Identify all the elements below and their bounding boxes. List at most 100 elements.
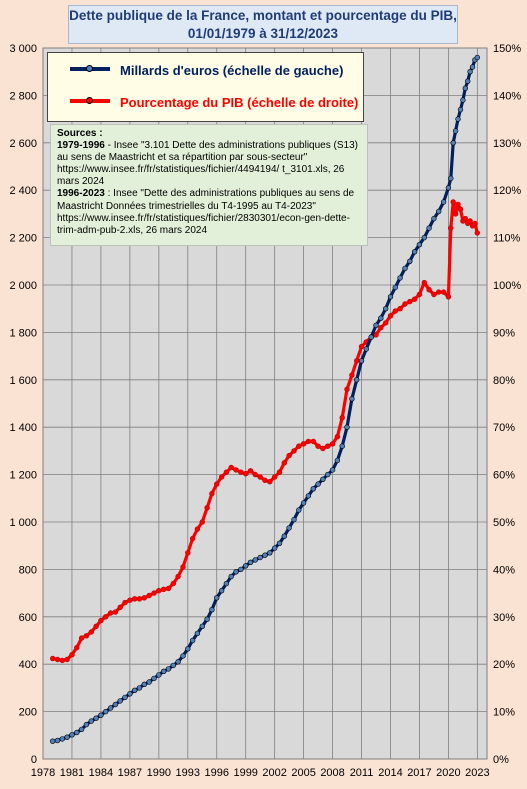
- legend-marker-pct: [86, 97, 93, 104]
- debt-point: [383, 306, 389, 312]
- x-tick-label: 2014: [378, 767, 402, 779]
- debt-point: [455, 116, 461, 122]
- debt-point: [421, 234, 427, 241]
- debt-point: [363, 346, 369, 352]
- pct-point: [243, 471, 249, 477]
- series-pct: [49, 199, 480, 664]
- x-tick-label: 1993: [176, 767, 200, 779]
- debt-point: [93, 715, 99, 721]
- sources-box: Sources : 1979-1996 - Insee "3.101 Dette…: [50, 124, 368, 246]
- debt-point: [310, 486, 316, 492]
- left-tick-label: 2 000: [9, 280, 37, 292]
- pct-point: [378, 325, 384, 331]
- series-debt: [49, 54, 480, 744]
- left-tick-label: 1 200: [9, 470, 37, 482]
- x-tick-label: 1987: [118, 767, 142, 779]
- debt-point: [156, 672, 162, 678]
- debt-point: [262, 552, 268, 558]
- pct-point: [204, 505, 210, 511]
- debt-point: [411, 249, 418, 255]
- source-2: 1996-2023 : Insee "Dette des administrat…: [57, 188, 361, 236]
- right-tick-label: 80%: [493, 375, 515, 387]
- pct-point: [310, 438, 316, 445]
- pct-point: [392, 308, 398, 314]
- pct-point: [387, 313, 394, 319]
- source-1-text: - Insee "3.101 Dette des administrations…: [57, 140, 358, 188]
- debt-point: [170, 662, 177, 669]
- pct-point: [286, 452, 292, 459]
- debt-point: [440, 199, 447, 205]
- pct-point: [339, 415, 345, 421]
- debt-point: [59, 736, 65, 742]
- pct-point: [74, 644, 80, 651]
- debt-point: [78, 726, 85, 733]
- pct-point: [165, 585, 172, 592]
- pct-point: [445, 294, 452, 300]
- x-tick-label: 1984: [89, 767, 113, 779]
- pct-point: [209, 490, 215, 497]
- debt-point: [448, 175, 454, 182]
- pct-point: [175, 573, 181, 580]
- right-axis-ticks: 0% 10% 20% 30% 40% 50% 60% 70% 80% 90% 100% 110% 120…: [493, 43, 521, 766]
- debt-point: [462, 85, 468, 92]
- pct-point: [238, 469, 244, 475]
- right-tick-label: 70%: [493, 422, 515, 434]
- debt-point: [416, 242, 423, 248]
- pct-point: [141, 595, 148, 601]
- pct-point: [325, 443, 331, 449]
- source-1-years: 1979-1996: [57, 140, 105, 152]
- debt-point: [209, 606, 215, 613]
- pct-point: [440, 289, 447, 295]
- debt-point: [141, 681, 148, 687]
- pct-point: [407, 298, 413, 305]
- debt-point: [465, 78, 471, 84]
- debt-point: [315, 481, 321, 487]
- debt-point: [469, 64, 476, 70]
- pct-point: [98, 617, 104, 624]
- left-tick-label: 200: [19, 707, 37, 719]
- debt-point: [296, 507, 302, 513]
- right-tick-label: 20%: [493, 659, 515, 671]
- pct-point: [296, 443, 302, 449]
- pct-point: [416, 291, 423, 298]
- left-tick-label: 3 000: [9, 43, 37, 55]
- debt-point: [272, 545, 278, 551]
- pct-point: [102, 614, 109, 620]
- pct-point: [305, 438, 312, 445]
- x-tick-label: 1999: [233, 767, 257, 779]
- debt-point: [267, 550, 273, 556]
- pct-point: [59, 657, 65, 664]
- debt-point: [300, 500, 307, 506]
- series-layer: [49, 54, 480, 744]
- debt-point: [467, 68, 473, 75]
- pct-point: [228, 464, 234, 471]
- debt-point: [228, 573, 234, 580]
- right-tick-label: 100%: [493, 280, 521, 292]
- pct-point: [397, 306, 403, 312]
- debt-point: [146, 679, 152, 685]
- debt-point: [392, 284, 398, 291]
- right-tick-label: 110%: [493, 233, 521, 245]
- legend: Millards d'euros (échelle de gauche) Pou…: [47, 52, 364, 122]
- pct-point: [69, 651, 75, 658]
- left-tick-label: 800: [19, 564, 37, 576]
- debt-point: [286, 525, 292, 531]
- debt-point: [107, 705, 114, 711]
- x-tick-label: 2023: [465, 767, 489, 779]
- left-tick-label: 600: [19, 612, 37, 624]
- pct-point: [49, 655, 56, 662]
- debt-point: [291, 516, 297, 523]
- left-tick-label: 1 800: [9, 327, 37, 339]
- right-tick-label: 90%: [493, 327, 515, 339]
- x-tick-label: 2017: [407, 767, 431, 779]
- pct-point: [462, 215, 468, 222]
- left-tick-label: 400: [19, 659, 37, 671]
- debt-point: [88, 718, 95, 724]
- title-line-1: Dette publique de la France, montant et …: [69, 8, 457, 23]
- debt-point: [218, 587, 225, 594]
- x-tick-label: 1990: [147, 767, 171, 779]
- pct-point: [272, 474, 278, 480]
- pct-point: [281, 460, 287, 466]
- left-tick-label: 1 600: [9, 375, 37, 387]
- debt-point: [127, 691, 133, 697]
